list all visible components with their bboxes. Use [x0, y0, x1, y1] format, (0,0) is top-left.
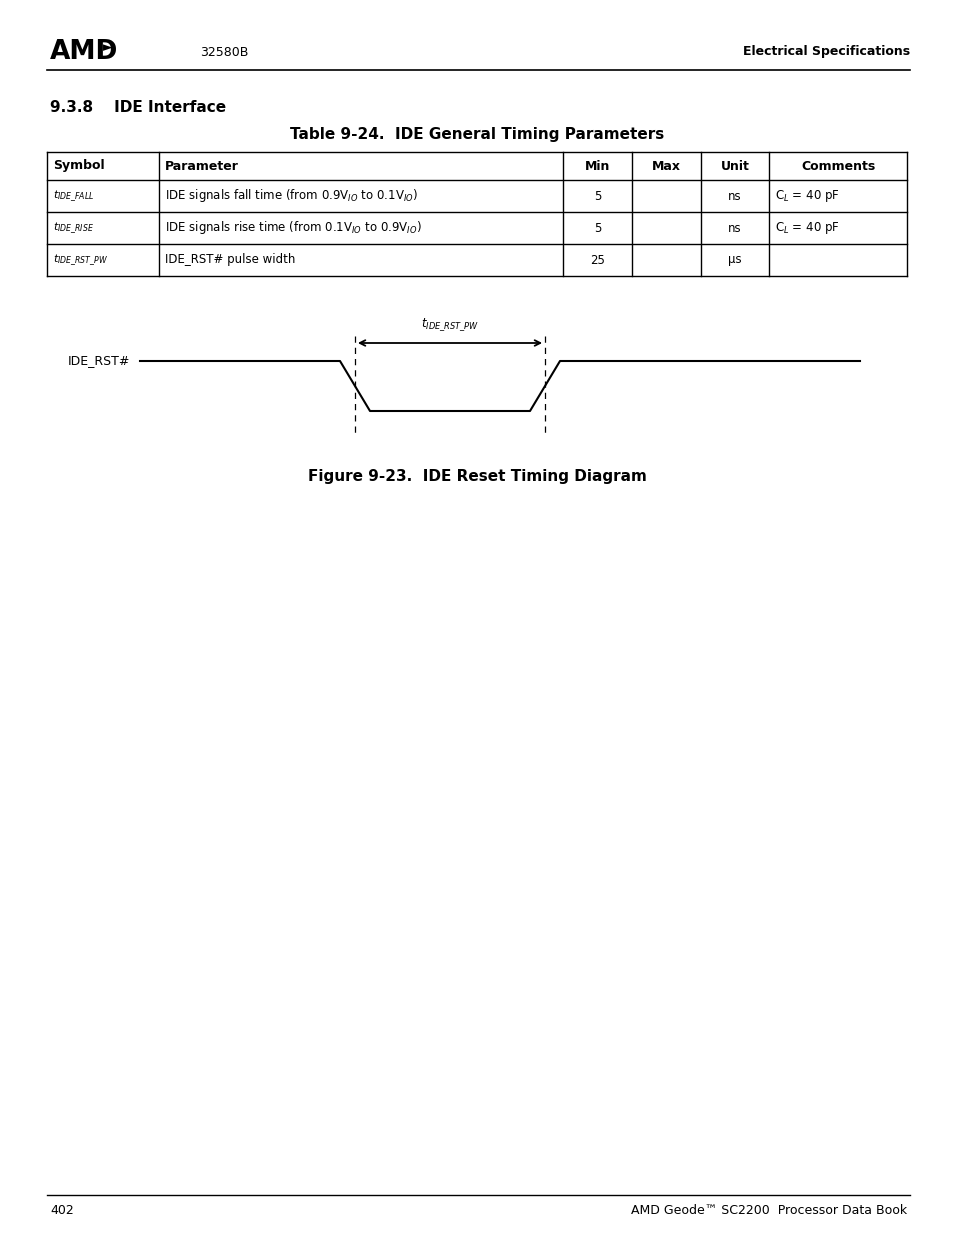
- Text: Figure 9-23.  IDE Reset Timing Diagram: Figure 9-23. IDE Reset Timing Diagram: [307, 468, 646, 483]
- Text: 402: 402: [50, 1203, 73, 1216]
- Text: AMD: AMD: [50, 40, 118, 65]
- Text: Parameter: Parameter: [165, 159, 238, 173]
- Text: Comments: Comments: [801, 159, 875, 173]
- Text: 5: 5: [593, 221, 600, 235]
- Text: 9.3.8    IDE Interface: 9.3.8 IDE Interface: [50, 100, 226, 115]
- Text: Unit: Unit: [720, 159, 749, 173]
- Text: C$_L$ = 40 pF: C$_L$ = 40 pF: [775, 220, 840, 236]
- Text: 32580B: 32580B: [200, 46, 248, 58]
- Text: ns: ns: [727, 189, 741, 203]
- Text: Symbol: Symbol: [53, 159, 105, 173]
- Text: $t_{IDE\_RST\_PW}$: $t_{IDE\_RST\_PW}$: [420, 316, 478, 333]
- Text: Min: Min: [584, 159, 610, 173]
- Text: IDE signals fall time (from 0.9V$_{IO}$ to 0.1V$_{IO}$): IDE signals fall time (from 0.9V$_{IO}$ …: [165, 188, 417, 205]
- Text: IDE signals rise time (from 0.1V$_{IO}$ to 0.9V$_{IO}$): IDE signals rise time (from 0.1V$_{IO}$ …: [165, 220, 421, 236]
- Text: $t_{IDE\_RST\_PW}$: $t_{IDE\_RST\_PW}$: [53, 252, 108, 268]
- Text: ns: ns: [727, 221, 741, 235]
- Text: IDE_RST#: IDE_RST#: [68, 354, 130, 368]
- Text: Max: Max: [651, 159, 680, 173]
- Text: C$_L$ = 40 pF: C$_L$ = 40 pF: [775, 188, 840, 204]
- Text: µs: µs: [727, 253, 741, 267]
- Text: 25: 25: [589, 253, 604, 267]
- Text: Electrical Specifications: Electrical Specifications: [742, 46, 909, 58]
- Text: 5: 5: [593, 189, 600, 203]
- Text: ►: ►: [103, 42, 112, 54]
- Text: $t_{IDE\_FALL}$: $t_{IDE\_FALL}$: [53, 188, 94, 204]
- Text: $t_{IDE\_RISE}$: $t_{IDE\_RISE}$: [53, 220, 94, 236]
- Text: AMD Geode™ SC2200  Processor Data Book: AMD Geode™ SC2200 Processor Data Book: [630, 1203, 906, 1216]
- Text: Table 9-24.  IDE General Timing Parameters: Table 9-24. IDE General Timing Parameter…: [290, 127, 663, 142]
- Text: IDE_RST# pulse width: IDE_RST# pulse width: [165, 253, 294, 267]
